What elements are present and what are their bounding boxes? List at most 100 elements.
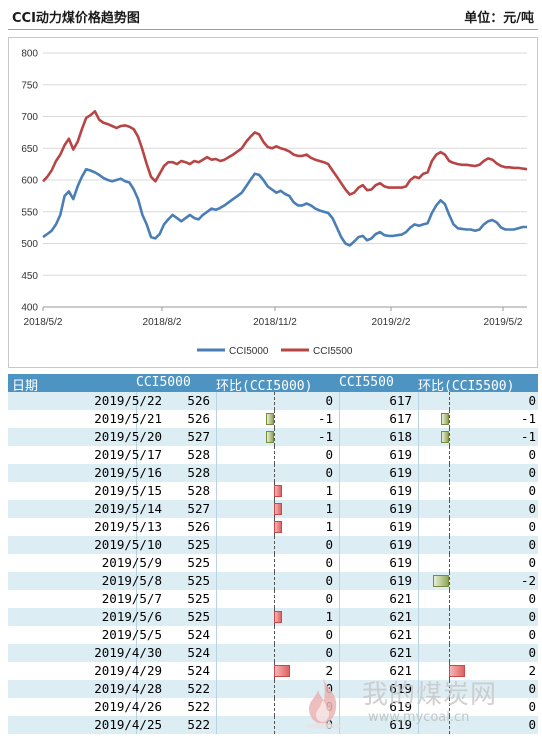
column-separator [136, 446, 137, 464]
cci5500-cell: 619 [389, 681, 412, 696]
table-row: 2019/5/5 524 0 621 0 [8, 626, 538, 644]
zero-line [449, 626, 450, 644]
column-separator [418, 608, 419, 626]
cci5500-cell: 619 [389, 573, 412, 588]
zero-line [449, 536, 450, 554]
column-separator [136, 482, 137, 500]
column-separator [418, 698, 419, 716]
cci5500-change-cell: 0 [528, 555, 536, 570]
date-cell: 2019/5/22 [94, 393, 162, 408]
cci5000-change-cell: 1 [325, 483, 333, 498]
cci5500-cell: 619 [389, 465, 412, 480]
x-tick-label: 2019/2/2 [372, 317, 411, 328]
cci5000-cell: 525 [187, 555, 210, 570]
date-cell: 2019/5/8 [101, 573, 162, 588]
cci5000-cell: 528 [187, 447, 210, 462]
y-tick-label: 750 [21, 80, 38, 91]
cci5500-cell: 621 [389, 627, 412, 642]
cci5000-cell: 527 [187, 429, 210, 444]
column-separator [339, 392, 340, 410]
column-separator [136, 500, 137, 518]
cci5000-change-cell: -1 [317, 411, 333, 426]
watermark-url: www.mycoal.cn [368, 710, 470, 725]
column-separator [136, 716, 137, 734]
column-separator [216, 446, 217, 464]
page-header: CCI动力煤价格趋势图 单位：元/吨 [0, 0, 542, 30]
cci5000-cell: 526 [187, 411, 210, 426]
cci5500-cell: 621 [389, 609, 412, 624]
cci5000-cell: 526 [187, 393, 210, 408]
date-cell: 2019/4/25 [94, 717, 162, 732]
series-line-cci5000 [42, 167, 527, 247]
column-separator [216, 554, 217, 572]
decrease-bar [266, 413, 274, 425]
cci5000-change-cell: 1 [325, 501, 333, 516]
zero-line [449, 716, 450, 734]
column-separator [216, 716, 217, 734]
zero-line [449, 644, 450, 662]
column-separator [216, 428, 217, 446]
table-row: 2019/4/2852206190 [8, 680, 538, 698]
cci5500-change-cell: 0 [528, 537, 536, 552]
column-separator [216, 662, 217, 680]
column-separator [339, 482, 340, 500]
legend-label: CCI5500 [313, 346, 353, 357]
date-cell: 2019/5/9 [101, 555, 162, 570]
column-separator [216, 392, 217, 410]
column-separator [136, 410, 137, 428]
zero-line [449, 392, 450, 410]
cci5000-change-cell: 0 [325, 591, 333, 606]
zero-line [449, 410, 450, 428]
column-separator [136, 644, 137, 662]
y-tick-label: 450 [21, 271, 38, 282]
column-separator [418, 428, 419, 446]
cci5000-cell: 522 [187, 681, 210, 696]
increase-bar [449, 665, 465, 677]
zero-line [274, 410, 275, 428]
cci5000-cell: 522 [187, 699, 210, 714]
cci5000-cell: 524 [187, 645, 210, 660]
cci5500-cell: 621 [389, 645, 412, 660]
column-separator [339, 572, 340, 590]
cci5500-change-cell: 0 [528, 717, 536, 732]
chart-canvas: 800 750 700 650 600 550 500 450 400 2018/5/2 2018/… [21, 49, 528, 357]
column-separator [216, 680, 217, 698]
table-row: 2019/5/20 527 -1 618 -1 [8, 428, 538, 446]
column-separator [216, 644, 217, 662]
column-separator [339, 536, 340, 554]
column-separator [418, 554, 419, 572]
cci5000-cell: 525 [187, 537, 210, 552]
col-cci5000-change-header: 环比(CCI5000) [216, 379, 313, 394]
cci5000-change-cell: -1 [317, 429, 333, 444]
table-row: 2019/5/21 526 -1 617 -1 [8, 410, 538, 428]
column-separator [136, 626, 137, 644]
column-separator [418, 662, 419, 680]
cci5500-change-cell: 0 [528, 699, 536, 714]
column-separator [339, 410, 340, 428]
zero-line [449, 428, 450, 446]
cci5500-change-cell: 2 [528, 663, 536, 678]
series-line-cci5500 [42, 110, 528, 196]
column-separator [339, 518, 340, 536]
zero-line [449, 572, 450, 590]
zero-line [274, 392, 275, 410]
date-cell: 2019/5/15 [94, 483, 162, 498]
cci5000-change-cell: 2 [325, 663, 333, 678]
price-trend-chart: 800 750 700 650 600 550 500 450 400 2018/5/2 2018/… [8, 37, 538, 368]
col-cci5500-change-header: 环比(CCI5500) [418, 379, 515, 394]
column-separator [216, 698, 217, 716]
cci5500-cell: 619 [389, 699, 412, 714]
column-separator [136, 608, 137, 626]
date-cell: 2019/5/17 [94, 447, 162, 462]
table-row: 2019/5/6 525 1 621 0 [8, 608, 538, 626]
cci5500-cell: 619 [389, 555, 412, 570]
cci5500-change-cell: 0 [528, 681, 536, 696]
zero-line [274, 428, 275, 446]
column-separator [339, 608, 340, 626]
table-row: 2019/5/13 526 1 619 0 [8, 518, 538, 536]
watermark: 我的煤炭网 www.mycoal.cn [298, 668, 538, 734]
cci5000-change-cell: 1 [325, 609, 333, 624]
date-cell: 2019/5/20 [94, 429, 162, 444]
zero-line [274, 554, 275, 572]
zero-line [449, 590, 450, 608]
